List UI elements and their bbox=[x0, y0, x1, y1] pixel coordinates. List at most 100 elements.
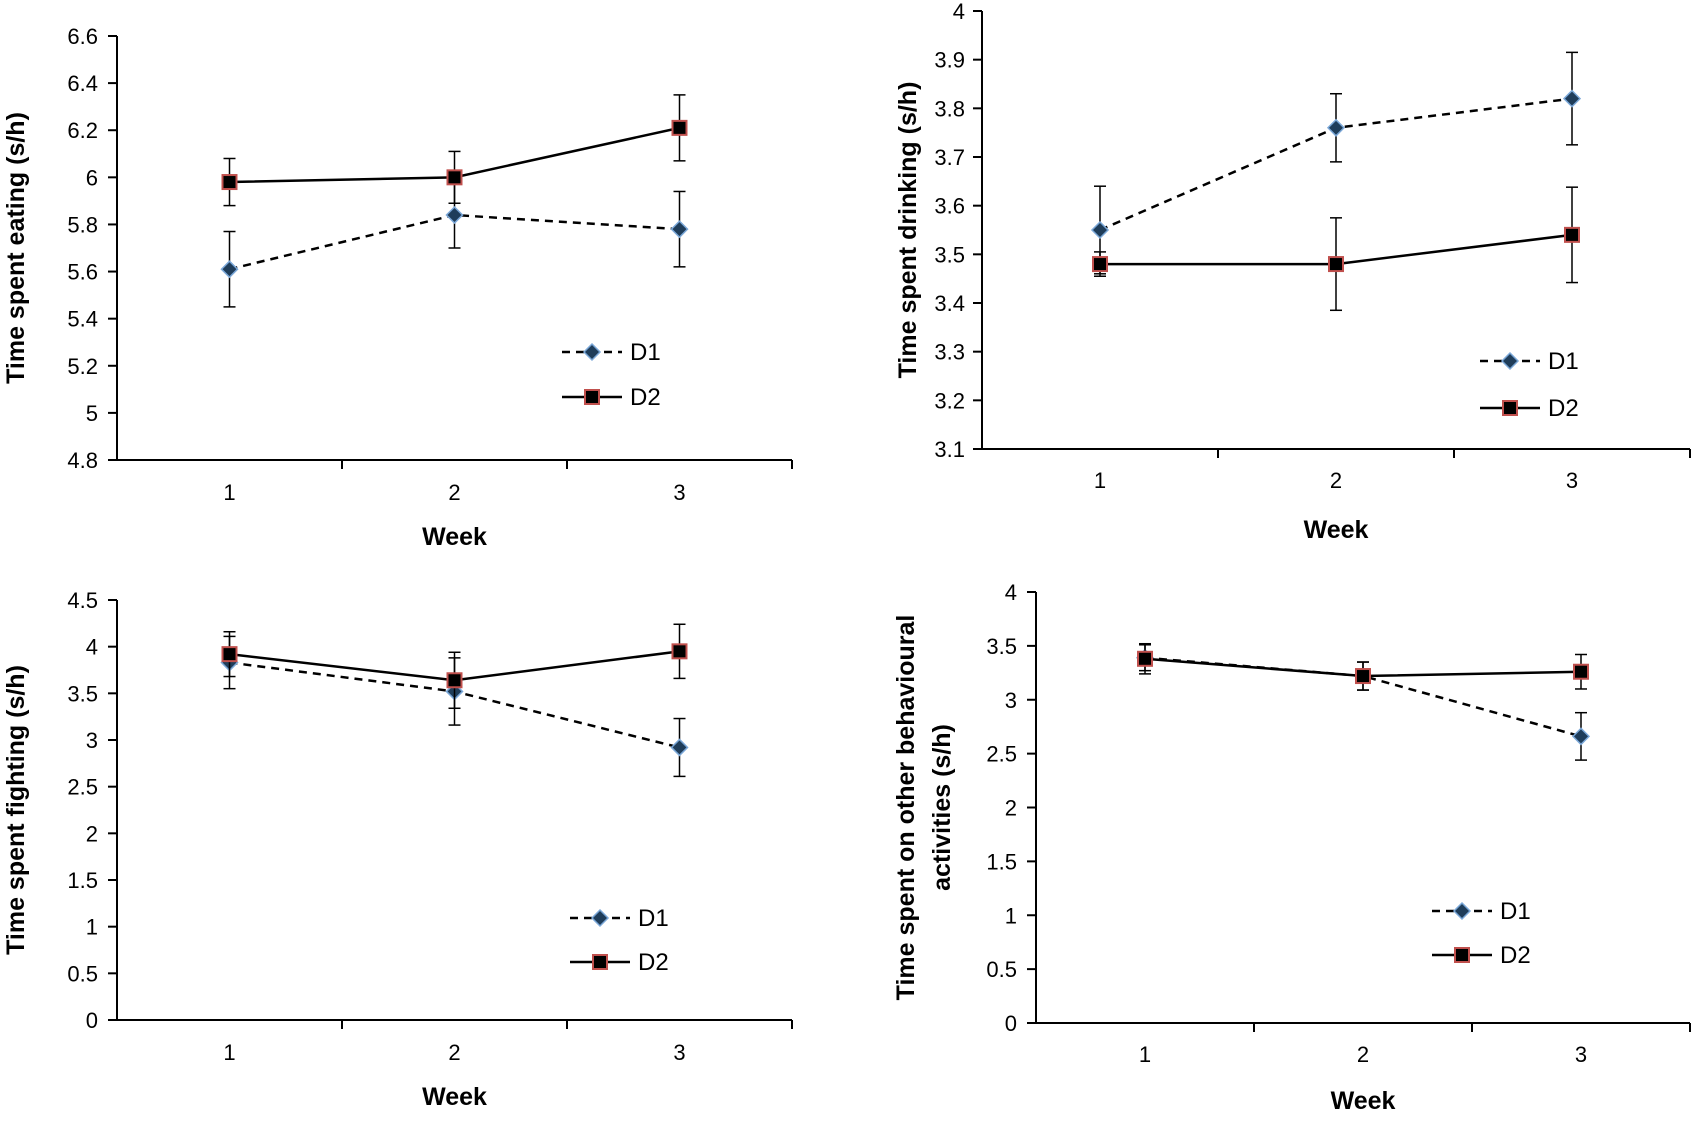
legend-item-d2: D2 bbox=[562, 384, 661, 411]
y-axis-title-line: activities (s/h) bbox=[928, 724, 956, 891]
legend-label: D2 bbox=[638, 949, 669, 976]
y-tick-label: 4.8 bbox=[67, 448, 98, 473]
y-tick-label: 3.7 bbox=[934, 145, 965, 170]
legend-square-marker bbox=[1502, 400, 1518, 416]
chart-panel-3: 0 0.5 1 1.5 2 2.5 3 3.5 4 4.5 1 2 3 Week Time spent fi… bbox=[2, 588, 793, 1111]
y-tick-label: 5.8 bbox=[67, 212, 98, 237]
legend: D1 D2 bbox=[1432, 898, 1531, 969]
data-point-diamond bbox=[445, 205, 464, 225]
y-tick-label: 3 bbox=[86, 728, 98, 753]
x-tick-label: 3 bbox=[673, 480, 685, 505]
x-tick-label: 3 bbox=[1575, 1042, 1587, 1067]
y-tick-label: 5.6 bbox=[67, 260, 98, 285]
y-tick-label: 3.9 bbox=[934, 48, 965, 73]
chart-panel-1: 4.8 5 5.2 5.4 5.6 5.8 6 6.2 6.4 6.6 1 2 3 Week Time sp… bbox=[2, 24, 793, 551]
data-point-diamond bbox=[1326, 118, 1346, 137]
data-point-square bbox=[671, 643, 688, 660]
x-tick-label: 1 bbox=[223, 480, 235, 505]
y-axis-title: Time spent fighting (s/h) bbox=[2, 665, 30, 955]
legend: D1 D2 bbox=[1480, 348, 1579, 422]
y-tick-label: 5 bbox=[86, 401, 98, 426]
data-point-square bbox=[1355, 668, 1371, 685]
x-tick-label: 3 bbox=[673, 1040, 685, 1065]
y-tick-label: 3.5 bbox=[986, 634, 1017, 659]
data-point-square bbox=[221, 174, 238, 191]
data-point-diamond bbox=[670, 738, 689, 757]
y-tick-label: 2 bbox=[1005, 796, 1017, 821]
data-point-square bbox=[446, 169, 463, 186]
y-tick-label: 1.5 bbox=[67, 868, 98, 893]
data-point-square bbox=[1573, 663, 1589, 680]
x-tick-label: 2 bbox=[1357, 1042, 1369, 1067]
data-point-square bbox=[221, 646, 238, 663]
legend-label: D1 bbox=[1548, 348, 1579, 375]
series-d2 bbox=[221, 94, 688, 207]
x-tick-label: 1 bbox=[1094, 468, 1106, 493]
y-axis-title: Time spent eating (s/h) bbox=[2, 112, 30, 384]
legend-label: D1 bbox=[630, 339, 661, 366]
legend-square-marker bbox=[1454, 947, 1470, 963]
data-point-diamond bbox=[1571, 727, 1591, 746]
series-d2 bbox=[1137, 642, 1589, 691]
x-axis-title: Week bbox=[1304, 516, 1369, 544]
y-tick-label: 3.6 bbox=[934, 194, 965, 219]
y-tick-label: 4 bbox=[86, 635, 98, 660]
data-point-square bbox=[1564, 226, 1580, 243]
y-tick-label: 4 bbox=[953, 0, 965, 24]
y-tick-label: 3.1 bbox=[934, 437, 965, 462]
x-axis-title: Week bbox=[1331, 1087, 1396, 1115]
legend-item-d2: D2 bbox=[1480, 395, 1579, 422]
x-tick-label: 1 bbox=[223, 1040, 235, 1065]
legend-label: D2 bbox=[1548, 395, 1579, 422]
y-tick-label: 3.3 bbox=[934, 340, 965, 365]
x-tick-label: 2 bbox=[1330, 468, 1342, 493]
data-point-square bbox=[1092, 256, 1108, 273]
legend-item-d2: D2 bbox=[1432, 942, 1531, 969]
y-tick-label: 1.5 bbox=[986, 849, 1017, 874]
y-tick-label: 4 bbox=[1005, 580, 1017, 605]
y-tick-label: 0 bbox=[86, 1008, 98, 1033]
x-axis-title: Week bbox=[422, 1083, 487, 1111]
chart-panel-4: 0 0.5 1 1.5 2 2.5 3 3.5 4 1 2 3 Week Time spent on ot… bbox=[892, 580, 1691, 1115]
data-point-square bbox=[1137, 650, 1153, 667]
series-d1 bbox=[220, 181, 689, 308]
legend: D1 D2 bbox=[570, 905, 669, 976]
y-tick-label: 5.4 bbox=[67, 307, 98, 332]
x-tick-label: 2 bbox=[448, 1040, 460, 1065]
y-axis-title: Time spent drinking (s/h) bbox=[894, 82, 922, 379]
chart-panel-2: 3.1 3.2 3.3 3.4 3.5 3.6 3.7 3.8 3.9 4 1 2 3 Week Time … bbox=[894, 0, 1691, 544]
legend-item-d1: D1 bbox=[570, 905, 669, 932]
y-tick-label: 0 bbox=[1005, 1011, 1017, 1036]
data-point-diamond bbox=[220, 260, 239, 279]
legend-diamond-marker bbox=[1500, 351, 1520, 371]
data-point-square bbox=[1328, 256, 1344, 273]
x-axis-title: Week bbox=[422, 523, 487, 551]
y-tick-label: 3.2 bbox=[934, 388, 965, 413]
y-tick-label: 6.2 bbox=[67, 118, 98, 143]
legend-diamond-marker bbox=[1452, 901, 1472, 921]
legend-item-d1: D1 bbox=[562, 339, 661, 366]
series-d2 bbox=[221, 623, 688, 710]
y-tick-label: 0.5 bbox=[986, 957, 1017, 982]
y-tick-label: 5.2 bbox=[67, 354, 98, 379]
y-tick-label: 2.5 bbox=[986, 742, 1017, 767]
legend-square-marker bbox=[584, 389, 600, 405]
y-tick-label: 1 bbox=[1005, 903, 1017, 928]
data-point-square bbox=[671, 119, 688, 136]
legend-label: D1 bbox=[638, 905, 669, 932]
y-tick-label: 6.6 bbox=[67, 24, 98, 49]
y-tick-label: 3.5 bbox=[934, 242, 965, 267]
data-point-square bbox=[446, 672, 463, 689]
data-point-diamond bbox=[1090, 220, 1110, 240]
series-d2 bbox=[1092, 186, 1580, 312]
y-tick-label: 2.5 bbox=[67, 775, 98, 800]
y-tick-label: 3 bbox=[1005, 688, 1017, 713]
y-tick-label: 6 bbox=[86, 165, 98, 190]
legend: D1 D2 bbox=[562, 339, 661, 411]
legend-square-marker bbox=[592, 954, 608, 970]
x-tick-label: 3 bbox=[1566, 468, 1578, 493]
legend-label: D1 bbox=[1500, 898, 1531, 925]
x-tick-label: 2 bbox=[448, 480, 460, 505]
y-tick-label: 3.8 bbox=[934, 96, 965, 121]
